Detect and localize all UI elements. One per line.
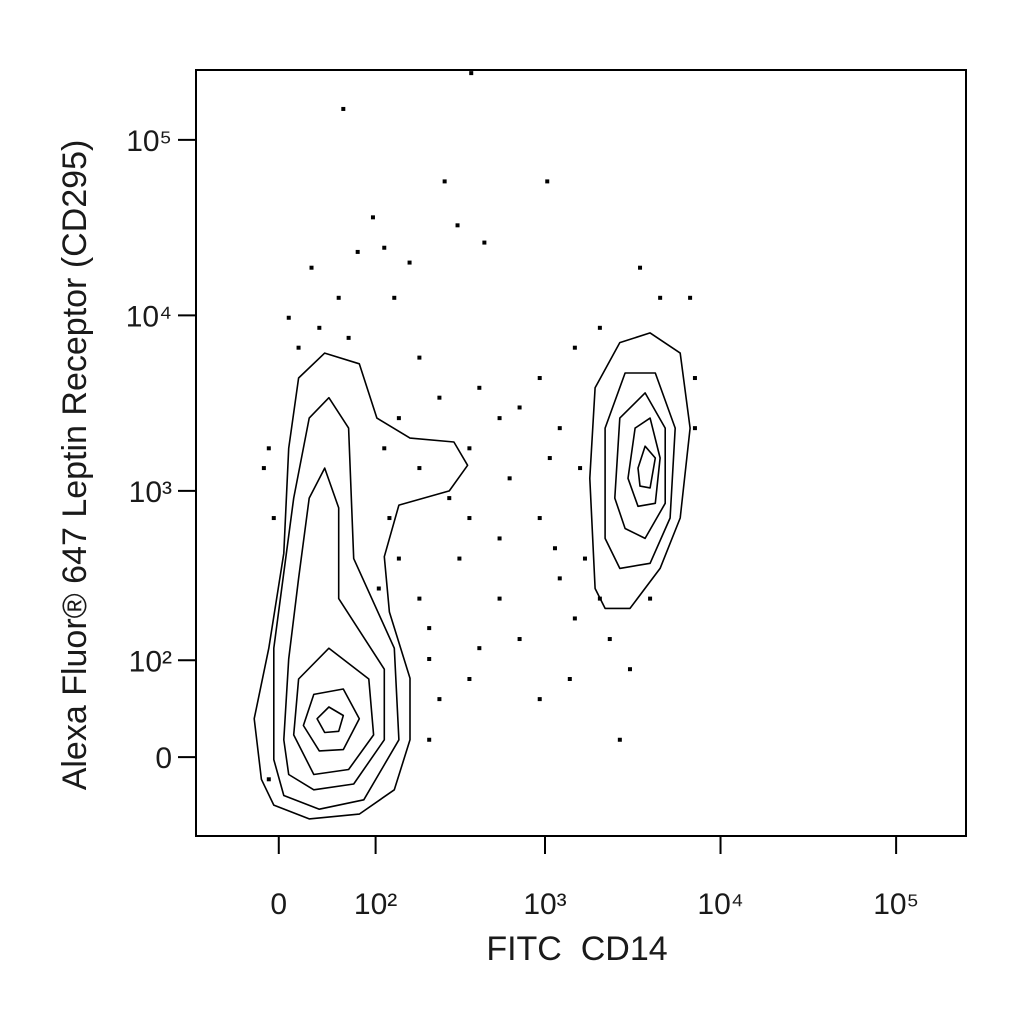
event-dot bbox=[692, 376, 697, 381]
event-dot bbox=[597, 325, 602, 330]
event-dot bbox=[387, 516, 392, 521]
contour-line bbox=[253, 352, 469, 820]
event-dot bbox=[582, 556, 587, 561]
x-tick-label: 10⁴ bbox=[697, 888, 743, 921]
event-dot bbox=[617, 737, 622, 742]
event-dot bbox=[396, 556, 401, 561]
event-dot bbox=[482, 240, 487, 245]
event-dot bbox=[455, 223, 460, 228]
event-dot bbox=[688, 295, 693, 300]
event-dot bbox=[567, 677, 572, 682]
event-dot bbox=[407, 260, 412, 265]
y-tick-label: 10⁵ bbox=[126, 125, 172, 158]
event-dot bbox=[417, 466, 422, 471]
event-dot bbox=[497, 416, 502, 421]
y-tick-label: 10³ bbox=[129, 476, 172, 509]
event-dot bbox=[261, 466, 266, 471]
x-axis-title: FITC CD14 bbox=[486, 930, 667, 968]
contour-line bbox=[604, 372, 676, 570]
event-dot bbox=[627, 667, 632, 672]
contour-line bbox=[302, 688, 361, 752]
contour-line bbox=[316, 706, 345, 734]
event-dot bbox=[477, 385, 482, 390]
event-dot bbox=[572, 345, 577, 350]
event-dot bbox=[370, 215, 375, 220]
event-dot bbox=[296, 345, 301, 350]
contour-line bbox=[273, 396, 400, 810]
y-tick-label: 10² bbox=[129, 645, 172, 678]
event-dot bbox=[382, 245, 387, 250]
event-dot bbox=[447, 496, 452, 501]
x-tick-label: 0 bbox=[270, 888, 287, 921]
event-dot bbox=[382, 446, 387, 451]
event-dot bbox=[427, 657, 432, 662]
event-dot bbox=[648, 596, 653, 601]
event-dot bbox=[427, 626, 432, 631]
event-dot bbox=[271, 516, 276, 521]
y-tick-label: 0 bbox=[155, 742, 172, 775]
event-dot bbox=[467, 677, 472, 682]
event-dot bbox=[477, 646, 482, 651]
plot-frame bbox=[195, 69, 967, 837]
x-tick-label: 10³ bbox=[523, 888, 566, 921]
event-dot bbox=[537, 376, 542, 381]
event-dot bbox=[469, 71, 474, 76]
event-dot bbox=[638, 265, 643, 270]
contour-line bbox=[627, 417, 661, 508]
event-dot bbox=[442, 179, 447, 184]
contour-line bbox=[283, 467, 386, 791]
event-dot bbox=[545, 179, 550, 184]
event-dot bbox=[578, 466, 583, 471]
contour-line bbox=[292, 647, 375, 776]
event-dot bbox=[517, 637, 522, 642]
event-dot bbox=[427, 737, 432, 742]
event-dot bbox=[396, 416, 401, 421]
event-dot bbox=[341, 106, 346, 111]
event-dot bbox=[507, 476, 512, 481]
event-dot bbox=[497, 596, 502, 601]
event-dot bbox=[336, 295, 341, 300]
event-dot bbox=[517, 405, 522, 410]
event-dot bbox=[557, 426, 562, 431]
event-dot bbox=[309, 265, 314, 270]
x-tick-label: 10⁵ bbox=[873, 888, 919, 921]
event-dot bbox=[658, 295, 663, 300]
event-dot bbox=[597, 596, 602, 601]
event-dot bbox=[552, 546, 557, 551]
contour-line bbox=[637, 445, 657, 489]
event-dot bbox=[537, 697, 542, 702]
event-dot bbox=[692, 426, 697, 431]
event-dot bbox=[557, 576, 562, 581]
event-dot bbox=[497, 536, 502, 541]
event-dot bbox=[572, 616, 577, 621]
event-dot bbox=[266, 446, 271, 451]
event-dot bbox=[392, 295, 397, 300]
event-dot bbox=[286, 315, 291, 320]
event-dot bbox=[547, 456, 552, 461]
event-dot bbox=[417, 596, 422, 601]
contour-line bbox=[589, 332, 691, 610]
event-dot bbox=[317, 325, 322, 330]
event-dot bbox=[437, 697, 442, 702]
event-dot bbox=[346, 335, 351, 340]
event-dot bbox=[607, 637, 612, 642]
event-dot bbox=[376, 586, 381, 591]
event-dot bbox=[467, 516, 472, 521]
event-dot bbox=[457, 556, 462, 561]
event-dot bbox=[355, 249, 360, 254]
x-tick-label: 10² bbox=[354, 888, 397, 921]
y-tick-label: 10⁴ bbox=[126, 300, 172, 333]
event-dot bbox=[437, 395, 442, 400]
event-dot bbox=[467, 446, 472, 451]
y-axis-title: Alexa Fluor® 647 Leptin Receptor (CD295) bbox=[56, 140, 94, 791]
event-dot bbox=[537, 516, 542, 521]
event-dot bbox=[266, 777, 271, 782]
event-dot bbox=[417, 355, 422, 360]
contour-line bbox=[614, 392, 666, 540]
